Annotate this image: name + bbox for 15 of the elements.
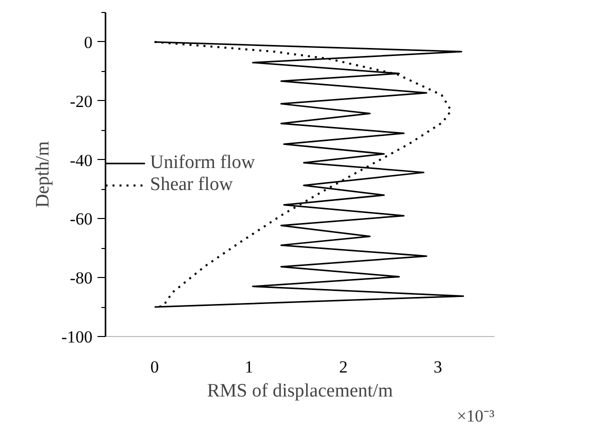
y-tick-label: -20 <box>70 92 93 111</box>
y-axis-title: Depth/m <box>32 141 54 208</box>
y-tick-label: -80 <box>70 268 93 288</box>
y-tick-label: -60 <box>70 210 93 229</box>
y-tick-label: -40 <box>70 150 93 170</box>
x-axis-title: RMS of displacement/m <box>207 380 394 402</box>
x-tick-label: 0 <box>150 358 159 376</box>
x-tick-label: 3 <box>434 358 442 376</box>
x-tick-label: 1 <box>244 358 254 376</box>
x-tick-label: 2 <box>339 358 348 376</box>
legend-label: Shear flow <box>150 174 233 196</box>
text: ×10⁻³ <box>456 406 495 425</box>
y-tick-label: -100 <box>61 328 93 346</box>
y-tick-label: 0 <box>84 32 92 52</box>
legend-label: Uniform flow <box>150 152 256 174</box>
